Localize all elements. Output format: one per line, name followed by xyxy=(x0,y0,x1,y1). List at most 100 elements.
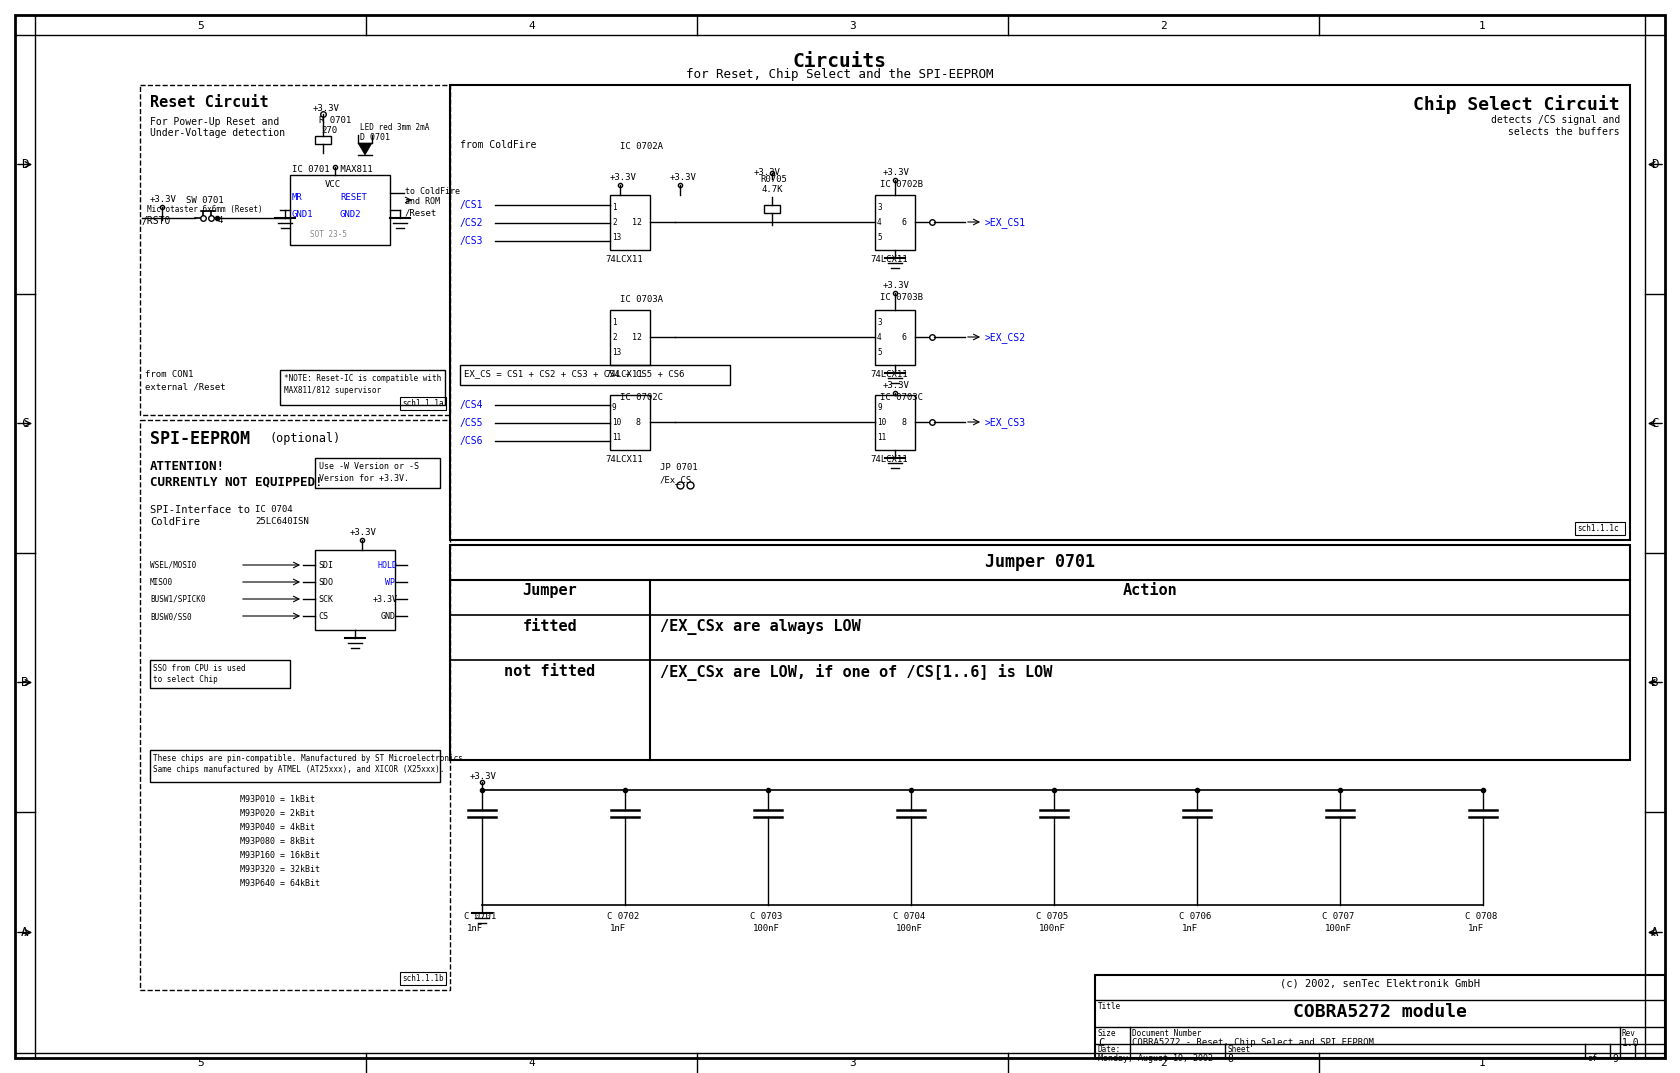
Text: 3: 3 xyxy=(877,318,882,327)
Text: Chip Select Circuit: Chip Select Circuit xyxy=(1413,95,1620,114)
Text: 4: 4 xyxy=(528,21,534,31)
Text: SDO: SDO xyxy=(318,578,333,587)
Text: C: C xyxy=(1099,1038,1104,1048)
Text: EX_CS = CS1 + CS2 + CS3 + CS4 + CS5 + CS6: EX_CS = CS1 + CS2 + CS3 + CS4 + CS5 + CS… xyxy=(464,369,684,378)
Bar xyxy=(460,365,731,385)
Text: 74LCX11: 74LCX11 xyxy=(605,370,643,379)
Bar xyxy=(1576,521,1625,535)
Text: 9: 9 xyxy=(1613,1054,1618,1064)
Text: /CS5: /CS5 xyxy=(460,418,484,428)
Text: for Reset, Chip Select and the SPI-EEPROM: for Reset, Chip Select and the SPI-EEPRO… xyxy=(685,68,995,80)
Text: 74LCX11: 74LCX11 xyxy=(605,255,643,264)
Text: Use -W Version or -S: Use -W Version or -S xyxy=(319,462,418,471)
Text: not fitted: not fitted xyxy=(504,664,596,679)
Text: C 0703: C 0703 xyxy=(749,912,783,921)
Text: WP: WP xyxy=(385,578,395,587)
Text: 10: 10 xyxy=(612,418,622,427)
Text: SDI: SDI xyxy=(318,561,333,570)
Text: Version for +3.3V.: Version for +3.3V. xyxy=(319,474,408,483)
Text: LED red 3mm 2mA: LED red 3mm 2mA xyxy=(360,123,430,132)
Text: 5: 5 xyxy=(877,233,882,242)
Text: Size: Size xyxy=(1099,1029,1117,1038)
Text: WSEL/MOSI0: WSEL/MOSI0 xyxy=(150,561,197,570)
Text: M93P020 = 2kBit: M93P020 = 2kBit xyxy=(240,809,316,818)
Bar xyxy=(875,195,916,250)
Text: D 0701: D 0701 xyxy=(360,133,390,142)
Text: SPI-Interface to: SPI-Interface to xyxy=(150,505,250,515)
Text: 1: 1 xyxy=(1478,21,1485,31)
Text: 11: 11 xyxy=(612,433,622,442)
Text: Same chips manufactured by ATMEL (AT25xxx), and XICOR (X25xxx).: Same chips manufactured by ATMEL (AT25xx… xyxy=(153,765,445,774)
Text: /EX_CSx are LOW, if one of /CS[1..6] is LOW: /EX_CSx are LOW, if one of /CS[1..6] is … xyxy=(660,664,1052,681)
Text: R 0701: R 0701 xyxy=(319,116,351,124)
Text: RESET: RESET xyxy=(339,193,366,202)
Text: C: C xyxy=(22,417,29,430)
Text: 74LCX11: 74LCX11 xyxy=(870,370,907,379)
Text: M93P160 = 16kBit: M93P160 = 16kBit xyxy=(240,851,319,859)
Text: sch1.1.1c: sch1.1.1c xyxy=(1578,524,1618,533)
Bar xyxy=(316,458,440,488)
Bar xyxy=(450,85,1630,540)
Text: 8: 8 xyxy=(900,418,906,427)
Bar xyxy=(150,660,291,688)
Text: /CS2: /CS2 xyxy=(460,218,484,227)
Text: to ColdFire: to ColdFire xyxy=(405,187,460,196)
Text: SW 0701: SW 0701 xyxy=(186,196,223,205)
Text: 100nF: 100nF xyxy=(1038,924,1065,934)
Text: detects /CS signal and: detects /CS signal and xyxy=(1490,115,1620,124)
Text: C 0707: C 0707 xyxy=(1322,912,1354,921)
Text: /Reset: /Reset xyxy=(405,208,437,217)
Polygon shape xyxy=(358,143,371,155)
Bar xyxy=(316,136,331,144)
Text: and ROM: and ROM xyxy=(405,197,440,206)
Text: +3.3V: +3.3V xyxy=(884,281,911,290)
Text: Action: Action xyxy=(1122,583,1178,598)
Text: SSO from CPU is used: SSO from CPU is used xyxy=(153,664,245,673)
Text: from CON1: from CON1 xyxy=(144,370,193,379)
Text: C 0706: C 0706 xyxy=(1179,912,1211,921)
Text: IC 0704: IC 0704 xyxy=(255,505,292,514)
Text: HOLD: HOLD xyxy=(376,561,396,570)
Bar xyxy=(400,397,445,410)
Text: 1nF: 1nF xyxy=(610,924,627,934)
Text: /CS6: /CS6 xyxy=(460,436,484,446)
Text: C 0702: C 0702 xyxy=(606,912,640,921)
Text: 25LC640ISN: 25LC640ISN xyxy=(255,517,309,526)
Text: 8: 8 xyxy=(1226,1054,1233,1064)
Text: 6: 6 xyxy=(900,333,906,342)
Text: /CS3: /CS3 xyxy=(460,236,484,246)
Text: M93P010 = 1kBit: M93P010 = 1kBit xyxy=(240,795,316,804)
Text: SPI-EEPROM: SPI-EEPROM xyxy=(150,430,250,449)
Text: sch1.1.1a: sch1.1.1a xyxy=(402,399,444,408)
Text: M93P040 = 4kBit: M93P040 = 4kBit xyxy=(240,823,316,832)
Bar xyxy=(150,750,440,782)
Bar xyxy=(875,310,916,365)
Text: JP 0701: JP 0701 xyxy=(660,464,697,472)
Text: 270: 270 xyxy=(321,126,338,135)
Text: +3.3V: +3.3V xyxy=(884,381,911,389)
Text: Sheet: Sheet xyxy=(1226,1045,1250,1054)
Text: GND2: GND2 xyxy=(339,210,361,219)
Text: /RST0: /RST0 xyxy=(143,216,171,226)
Text: 9: 9 xyxy=(612,403,617,412)
Text: D: D xyxy=(22,158,29,171)
Text: Circuits: Circuits xyxy=(793,52,887,71)
Text: 13: 13 xyxy=(612,348,622,357)
Bar xyxy=(875,395,916,450)
Text: GND: GND xyxy=(381,612,396,621)
Text: Jumper: Jumper xyxy=(522,583,578,598)
Text: MR: MR xyxy=(292,193,302,202)
Text: to select Chip: to select Chip xyxy=(153,675,218,684)
Text: M93P080 = 8kBit: M93P080 = 8kBit xyxy=(240,837,316,846)
Text: These chips are pin-compatible. Manufactured by ST Microelectronics.: These chips are pin-compatible. Manufact… xyxy=(153,754,467,763)
Bar xyxy=(450,545,1630,760)
Text: +3.3V: +3.3V xyxy=(150,195,176,204)
Text: external /Reset: external /Reset xyxy=(144,382,225,391)
Text: M93P640 = 64kBit: M93P640 = 64kBit xyxy=(240,879,319,888)
Text: ColdFire: ColdFire xyxy=(150,517,200,527)
Text: 6: 6 xyxy=(900,218,906,227)
Text: Jumper 0701: Jumper 0701 xyxy=(984,553,1095,571)
Text: IC 0703A: IC 0703A xyxy=(620,295,664,304)
Text: 74LCX11: 74LCX11 xyxy=(870,255,907,264)
Text: (optional): (optional) xyxy=(270,432,341,445)
